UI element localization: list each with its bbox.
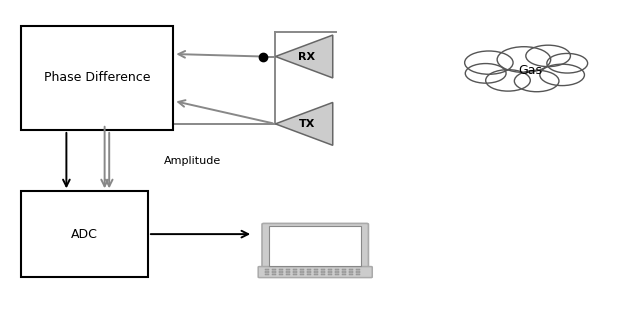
Circle shape bbox=[486, 70, 531, 91]
Bar bbox=[342, 274, 346, 275]
Bar bbox=[300, 269, 304, 270]
FancyBboxPatch shape bbox=[258, 267, 372, 277]
Bar bbox=[269, 226, 362, 266]
Bar bbox=[292, 274, 297, 275]
Bar bbox=[335, 271, 339, 273]
FancyBboxPatch shape bbox=[262, 223, 369, 268]
Bar bbox=[321, 274, 325, 275]
Bar bbox=[264, 274, 269, 275]
Bar bbox=[349, 271, 353, 273]
Bar bbox=[307, 271, 311, 273]
Bar bbox=[342, 269, 346, 270]
Bar bbox=[328, 269, 332, 270]
Text: TX: TX bbox=[299, 119, 315, 129]
Text: Phase Difference: Phase Difference bbox=[44, 71, 150, 84]
Bar bbox=[278, 269, 283, 270]
Polygon shape bbox=[275, 35, 333, 78]
Bar bbox=[328, 274, 332, 275]
Bar bbox=[328, 271, 332, 273]
Bar bbox=[285, 269, 290, 270]
Bar bbox=[292, 271, 297, 273]
Bar bbox=[285, 271, 290, 273]
Bar bbox=[356, 271, 360, 273]
Circle shape bbox=[465, 51, 513, 74]
Bar bbox=[342, 271, 346, 273]
Bar bbox=[321, 269, 325, 270]
Bar bbox=[314, 271, 318, 273]
Circle shape bbox=[526, 45, 570, 67]
Bar bbox=[271, 269, 276, 270]
Bar bbox=[314, 274, 318, 275]
Text: Gas: Gas bbox=[518, 64, 542, 77]
Circle shape bbox=[465, 64, 506, 83]
Bar bbox=[20, 26, 173, 130]
Bar bbox=[307, 269, 311, 270]
Circle shape bbox=[540, 64, 584, 86]
Bar bbox=[314, 269, 318, 270]
Bar bbox=[300, 271, 304, 273]
Circle shape bbox=[497, 47, 550, 72]
Circle shape bbox=[515, 70, 559, 92]
Bar bbox=[335, 269, 339, 270]
Bar bbox=[264, 271, 269, 273]
Bar bbox=[321, 271, 325, 273]
Bar bbox=[271, 274, 276, 275]
Text: ADC: ADC bbox=[71, 228, 98, 241]
Bar bbox=[335, 274, 339, 275]
Text: RX: RX bbox=[298, 52, 316, 61]
Text: Amplitude: Amplitude bbox=[164, 156, 221, 166]
Bar bbox=[264, 269, 269, 270]
Bar bbox=[20, 191, 148, 277]
Bar bbox=[307, 274, 311, 275]
Circle shape bbox=[547, 53, 588, 73]
Polygon shape bbox=[275, 103, 333, 145]
Bar bbox=[278, 274, 283, 275]
Bar bbox=[349, 274, 353, 275]
Bar bbox=[278, 271, 283, 273]
Bar bbox=[356, 274, 360, 275]
Bar bbox=[356, 269, 360, 270]
Bar bbox=[300, 274, 304, 275]
Bar bbox=[292, 269, 297, 270]
Bar bbox=[285, 274, 290, 275]
Bar bbox=[271, 271, 276, 273]
Bar bbox=[349, 269, 353, 270]
